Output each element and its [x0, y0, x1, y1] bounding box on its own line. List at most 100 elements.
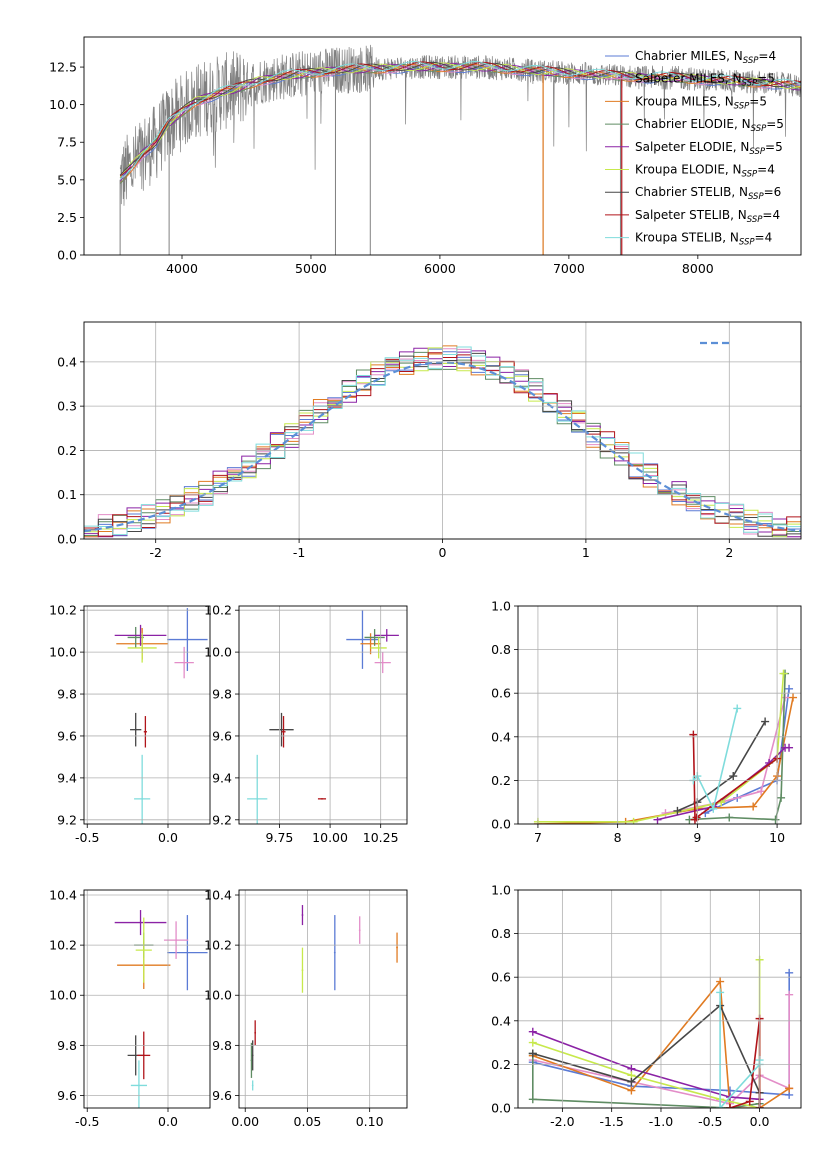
y-tick-label: 9.6 — [212, 728, 232, 743]
mass-weight-marker — [785, 684, 794, 693]
mass-weight-marker — [785, 968, 794, 977]
mass-weight-marker — [726, 1104, 735, 1108]
data-point — [142, 949, 145, 952]
mass-weight-line — [677, 721, 766, 812]
residuals-panel: -2 -1 0 1 2 0.0 0.1 0.2 0.3 0.4 — [57, 321, 802, 560]
x-tick-label: -1 — [293, 545, 305, 560]
legend-series-name: Chabrier STELIB — [635, 185, 731, 199]
legend-entry: Chabrier MILES, NSSP=4 — [635, 49, 776, 66]
data-point — [369, 642, 372, 645]
x-tick-label: 7 — [534, 830, 542, 845]
data-point — [254, 1031, 257, 1034]
mass-weight-line — [532, 994, 790, 1105]
legend-entry: Chabrier ELODIE, NSSP=5 — [635, 117, 784, 134]
legend-nssp-value: 5 — [776, 117, 784, 131]
legend-equals: = — [765, 140, 775, 154]
legend-nssp-subscript: SSP — [751, 124, 767, 134]
mass-weight-marker — [716, 977, 725, 986]
legend-entry: Chabrier STELIB, NSSP=6 — [635, 185, 781, 202]
legend-entry: Kroupa STELIB, NSSP=4 — [635, 231, 772, 248]
legend-nssp-value: 4 — [767, 163, 775, 177]
y-tick-label: 0.2 — [491, 1057, 511, 1072]
y-tick-label: 0.3 — [57, 399, 77, 414]
y-tick-label: 10.4 — [49, 888, 77, 903]
data-point — [301, 914, 304, 916]
mass-weight-marker — [627, 1086, 636, 1095]
y-tick-label: 10.2 — [49, 938, 77, 953]
legend-nssp-subscript: SSP — [739, 238, 755, 248]
y-tick-label: 9.8 — [57, 1038, 77, 1053]
x-tick-label: 0.05 — [294, 1114, 322, 1129]
y-tick-label: 2.5 — [57, 210, 77, 225]
y-tick-label: 9.6 — [57, 1088, 77, 1103]
legend-nssp-value: 4 — [765, 231, 773, 245]
x-tick-label: 0 — [439, 545, 447, 560]
legend-nssp-subscript: SSP — [743, 56, 759, 66]
legend-equals: = — [757, 163, 767, 177]
x-tick-label: -1.0 — [649, 1114, 673, 1129]
x-tick-label: 5000 — [295, 261, 327, 276]
y-tick-label: 0.4 — [491, 1013, 511, 1028]
y-tick-label: 9.2 — [212, 812, 232, 827]
legend-series-name: Salpeter ELODIE — [635, 140, 733, 154]
data-point — [141, 647, 144, 649]
axes-frame — [238, 605, 408, 825]
mass-weight-line — [532, 979, 790, 1108]
axes-frame — [83, 889, 211, 1109]
legend-series-name: Salpeter MILES — [635, 72, 725, 86]
data-point — [134, 636, 137, 639]
y-tick-label: 10.4 — [204, 888, 232, 903]
legend-nssp-value: 5 — [767, 72, 775, 86]
data-point — [144, 730, 147, 733]
y-tick-label: 9.8 — [212, 1038, 232, 1053]
data-point — [301, 969, 304, 972]
mass-weight-marker — [689, 730, 698, 739]
data-point — [139, 921, 142, 924]
mass-weight-marker — [673, 806, 682, 815]
mass-weight-marker — [761, 717, 770, 726]
legend-nssp-label: , N — [725, 163, 742, 177]
data-point — [361, 638, 364, 641]
y-tick-label: 0.8 — [491, 926, 511, 941]
axes-frame — [517, 889, 802, 1109]
y-tick-label: 0.1 — [57, 487, 77, 502]
data-point — [141, 797, 144, 800]
legend-nssp-subscript: SSP — [748, 192, 764, 202]
legend-nssp-label: , N — [734, 117, 751, 131]
y-tick-label: 9.6 — [57, 728, 77, 743]
legend-nssp-subscript: SSP — [742, 79, 758, 89]
mass-weight-line — [729, 1018, 761, 1108]
y-tick-label: 0.0 — [57, 248, 77, 263]
legend-equals: = — [758, 49, 768, 63]
mass-weight-marker — [692, 813, 701, 822]
mass-weight-marker — [745, 1097, 754, 1106]
mass-weight-line — [537, 673, 785, 823]
axes-frame — [83, 321, 802, 540]
legend-entry: Kroupa MILES, NSSP=5 — [635, 94, 767, 111]
legend-entry: Salpeter STELIB, NSSP=4 — [635, 208, 780, 225]
mass-weight-marker — [733, 704, 742, 713]
mass-weight-line — [537, 697, 794, 824]
age-Z-panel: -0.5 0.0 9.2 9.4 9.6 9.8 10.0 10.2 — [49, 603, 211, 845]
mass-weight-marker — [789, 693, 798, 702]
mass-weight-marker — [749, 802, 758, 811]
x-tick-label: -0.5 — [75, 830, 99, 845]
legend-series-name: Chabrier MILES — [635, 49, 726, 63]
data-point — [333, 951, 336, 954]
data-point — [251, 1084, 254, 1087]
legend-nssp-label: , N — [717, 94, 734, 108]
legend-nssp-value: 5 — [759, 94, 767, 108]
weight-age-plot-area — [533, 669, 798, 824]
legend-nssp-label: , N — [731, 185, 748, 199]
x-tick-label: 8000 — [682, 261, 714, 276]
legend-equals: = — [764, 185, 774, 199]
legend-series-name: Salpeter STELIB — [635, 208, 730, 222]
x-tick-label: 0.0 — [750, 1114, 770, 1129]
spectrum-plot-area — [119, 44, 801, 255]
y-tick-label: 9.2 — [57, 812, 77, 827]
legend-nssp-value: 4 — [772, 208, 780, 222]
data-point — [142, 1054, 145, 1057]
legend-equals: = — [755, 231, 765, 245]
y-tick-label: 10.0 — [49, 988, 77, 1003]
y-tick-label: 0.0 — [57, 532, 77, 547]
